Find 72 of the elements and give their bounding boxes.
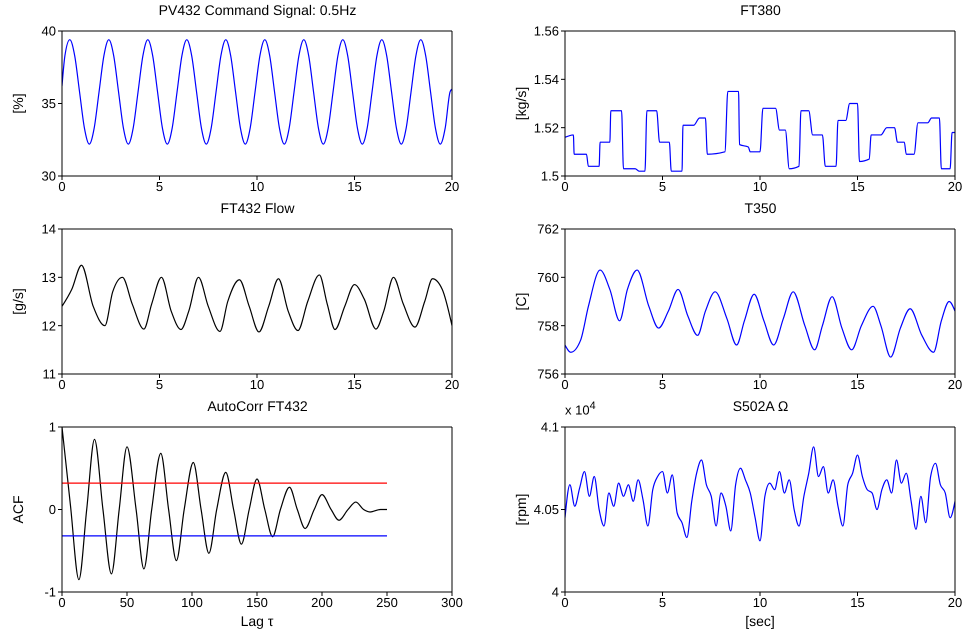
y-tick-label: 0 xyxy=(48,502,56,518)
y-tick-label: 13 xyxy=(42,270,56,285)
chart-title: PV432 Command Signal: 0.5Hz xyxy=(158,2,358,18)
x-tick-label: 100 xyxy=(181,595,203,610)
x-tick-label: 20 xyxy=(948,595,962,610)
x-axis-title: [sec] xyxy=(745,613,775,629)
y-tick-label: 12 xyxy=(42,318,56,334)
x-tick-label: 0 xyxy=(58,179,66,194)
chart-title: FT380 xyxy=(739,2,782,18)
text: x 10$^{4}$ xyxy=(565,400,596,418)
x-tick-label: 15 xyxy=(850,377,865,392)
x-tick-label: 15 xyxy=(347,377,362,392)
y-tick-label: 1.5 xyxy=(540,168,559,184)
y-tick-label: 40 xyxy=(42,24,56,39)
x-tick-label: 15 xyxy=(850,179,865,194)
x-tick-label: 20 xyxy=(948,377,962,392)
x-tick-label: 250 xyxy=(376,595,398,610)
x-tick-label: 20 xyxy=(444,179,460,194)
y-axis-title: [C] xyxy=(512,292,529,310)
x-tick-label: 0 xyxy=(561,595,569,610)
x-tick-label: 20 xyxy=(444,377,460,392)
y-tick-label: 756 xyxy=(537,366,559,382)
y-tick-label: 4.1 xyxy=(540,420,559,435)
x-tick-label: 10 xyxy=(250,179,264,194)
x-tick-label: 10 xyxy=(250,377,264,392)
x-tick-label: 5 xyxy=(658,595,666,610)
y-tick-label: 1.54 xyxy=(534,72,559,87)
x-tick-label: 10 xyxy=(752,377,768,392)
y-tick-label: 30 xyxy=(42,168,56,184)
line-series xyxy=(565,446,955,542)
x-tick-label: 5 xyxy=(658,179,666,194)
x-tick-label: 0 xyxy=(58,377,66,392)
x-axis-title: Lag τ xyxy=(240,613,274,629)
chart-title: FT432 Flow xyxy=(220,200,296,216)
x-tick-label: 0 xyxy=(561,377,569,392)
y-axis-title: [rpm] xyxy=(512,494,529,526)
x-tick-label: 5 xyxy=(658,377,666,392)
y-tick-label: -1 xyxy=(44,584,56,600)
x-tick-label: 5 xyxy=(156,377,164,392)
chart-title: AutoCorr FT432 xyxy=(206,398,309,414)
y-tick-label: 11 xyxy=(42,366,56,382)
x-tick-label: 15 xyxy=(347,179,362,194)
x-tick-label: 200 xyxy=(311,595,333,610)
x-tick-label: 50 xyxy=(120,595,134,610)
y-tick-label: 1.52 xyxy=(534,120,559,136)
line-series xyxy=(565,90,955,172)
y-tick-label: 1.56 xyxy=(534,24,559,39)
chart-title: T350 xyxy=(744,200,778,216)
x-tick-label: 0 xyxy=(561,179,569,194)
y-axis-title: [%] xyxy=(10,93,26,114)
y-tick-label: 1 xyxy=(48,420,56,435)
y-axis-title: [kg/s] xyxy=(512,86,529,120)
y-tick-label: 4.05 xyxy=(534,502,559,518)
line-series xyxy=(565,269,955,358)
y-tick-label: 762 xyxy=(537,222,559,237)
y-axis-title: [g/s] xyxy=(10,288,26,315)
y-axis-title: ACF xyxy=(10,496,26,524)
y-tick-label: 758 xyxy=(537,318,559,334)
x-tick-label: 0 xyxy=(58,595,66,610)
y-tick-label: 4 xyxy=(552,584,559,600)
x-tick-label: 15 xyxy=(850,595,865,610)
line-series xyxy=(62,39,452,145)
y-tick-label: 35 xyxy=(42,96,56,112)
x-tick-label: 20 xyxy=(948,179,962,194)
x-tick-label: 300 xyxy=(441,595,463,610)
x-tick-label: 10 xyxy=(752,179,768,194)
y-tick-label: 14 xyxy=(42,222,56,237)
x-tick-label: 150 xyxy=(246,595,268,610)
x-tick-label: 10 xyxy=(752,595,768,610)
chart-title: S502A Ω xyxy=(732,398,788,414)
x-tick-label: 5 xyxy=(156,179,164,194)
y-tick-label: 760 xyxy=(537,270,559,285)
